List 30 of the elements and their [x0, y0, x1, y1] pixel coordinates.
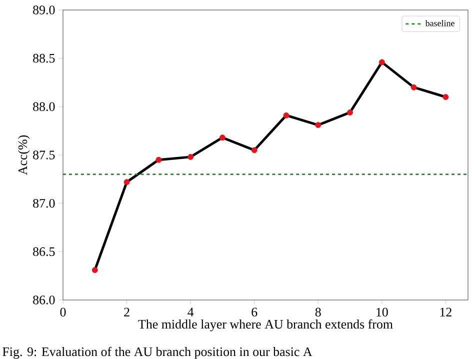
- x-tick-label: 0: [60, 308, 66, 317]
- x-axis-title: The middle layer where AU branch extends from: [138, 319, 393, 332]
- y-tick-label: 89.0: [33, 6, 55, 14]
- point: [378, 59, 385, 66]
- x-tick-label: 8: [315, 308, 321, 317]
- x-tick-label: 4: [188, 308, 194, 316]
- point: [219, 134, 226, 141]
- x-tick-label: 2: [124, 308, 130, 316]
- y-tick-label: 86.0: [33, 296, 55, 304]
- y-tick-label: 86.5: [33, 247, 55, 256]
- y-tick-label: 88.5: [33, 54, 55, 63]
- y-tick-label: 87.5: [33, 150, 55, 160]
- point: [156, 156, 162, 163]
- point: [124, 179, 130, 186]
- point: [251, 147, 258, 154]
- point: [283, 112, 290, 118]
- x-tick-label: 10: [376, 308, 388, 317]
- x-tick-label: 6: [252, 308, 258, 316]
- point: [347, 109, 353, 116]
- point: [410, 84, 417, 90]
- point: [188, 154, 194, 160]
- y-tick-label: 87.0: [33, 198, 55, 208]
- caption: Fig. 9: Evaluation of the AU branch position in our basic A: [2, 346, 312, 359]
- point: [315, 122, 322, 128]
- y-axis-title: Acc(%): [18, 135, 30, 176]
- y-tick-label: 88.0: [33, 102, 55, 112]
- point: [92, 267, 98, 274]
- legend-label: baseline: [425, 20, 454, 26]
- x-tick-label: 12: [440, 308, 452, 316]
- point: [442, 94, 449, 100]
